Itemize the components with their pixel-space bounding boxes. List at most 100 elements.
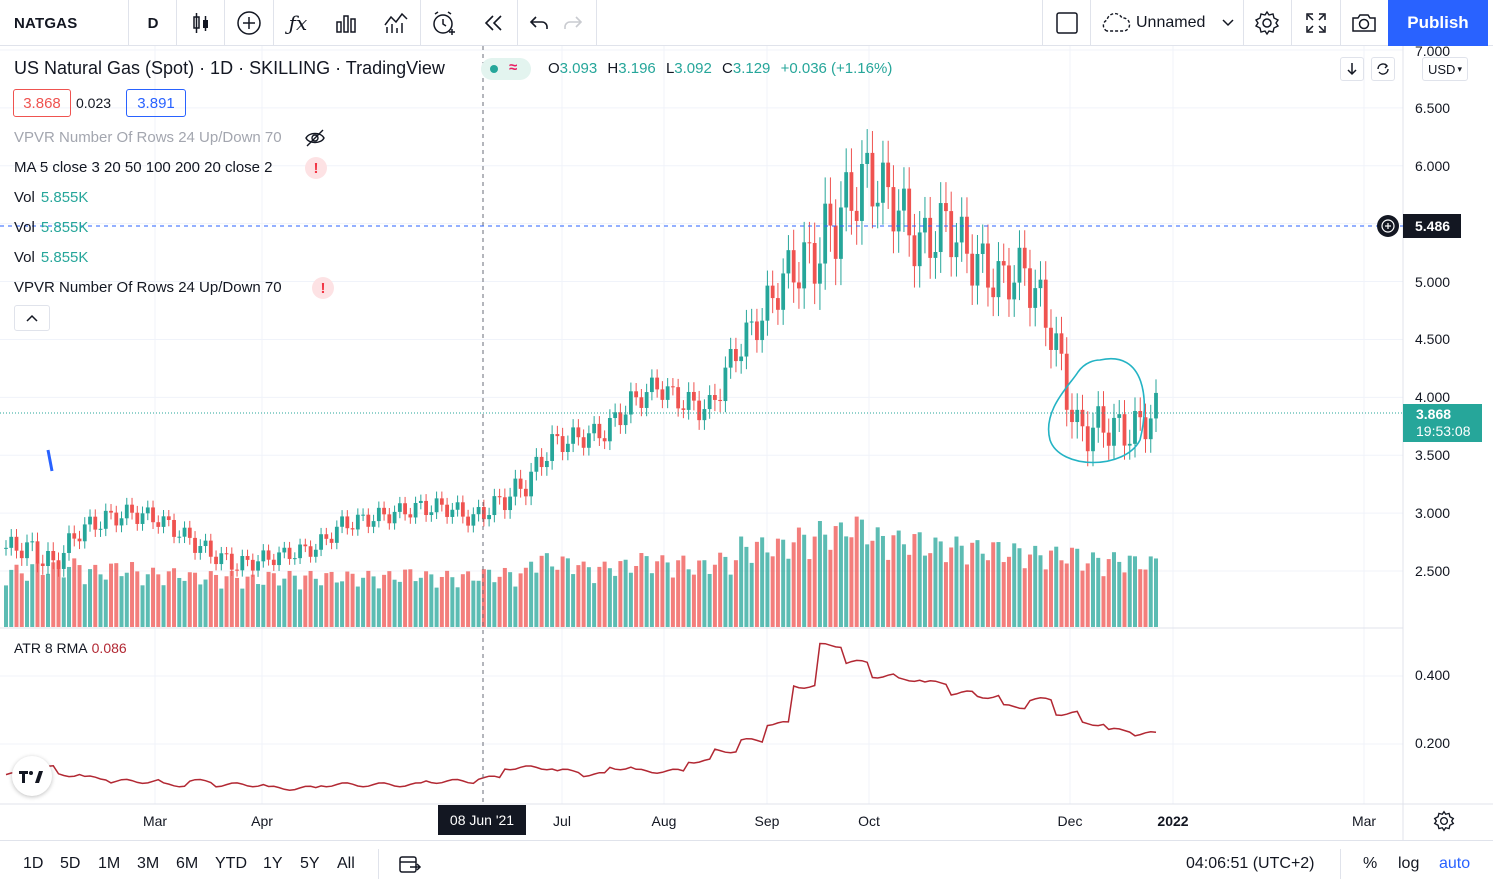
fullscreen-icon[interactable]	[1300, 0, 1332, 46]
range-5y[interactable]: 5Y	[300, 855, 320, 872]
candle-body	[602, 438, 607, 442]
volume-bar	[765, 552, 770, 627]
add-symbol-icon[interactable]	[233, 0, 265, 46]
indicator-vpvr-hidden[interactable]: VPVR Number Of Rows 24 Up/Down 70	[14, 129, 282, 146]
goto-date-icon[interactable]	[398, 853, 422, 880]
volume-bar	[649, 573, 654, 627]
snapshot-icon[interactable]	[1348, 0, 1380, 46]
circle-annotation[interactable]	[1047, 357, 1146, 464]
candle-body	[161, 516, 166, 527]
warning-icon[interactable]: !	[312, 277, 334, 299]
redo-icon[interactable]	[558, 0, 588, 46]
percent-scale-toggle[interactable]: %	[1363, 855, 1378, 872]
candle-body	[513, 478, 518, 497]
templates-icon[interactable]	[330, 0, 362, 46]
candle-body	[98, 528, 103, 530]
candle-body	[492, 496, 497, 516]
volume-bar	[817, 521, 822, 627]
timezone-clock[interactable]: 04:06:51 (UTC+2)	[1186, 855, 1315, 872]
volume-bar	[161, 585, 166, 627]
candle-body	[40, 563, 45, 566]
range-1y[interactable]: 1Y	[263, 855, 283, 872]
candle-body	[1148, 418, 1153, 440]
volume-bar	[445, 570, 450, 627]
volume-bar	[408, 569, 413, 627]
warning-icon[interactable]: !	[305, 157, 327, 179]
volume-bar	[361, 577, 366, 627]
candle-body	[208, 540, 213, 557]
collapse-legend-button[interactable]	[14, 305, 50, 331]
symbol-search-button[interactable]: NATGAS	[14, 14, 78, 32]
range-1d[interactable]: 1D	[23, 855, 44, 872]
layout-name[interactable]: Unnamed	[1136, 14, 1206, 31]
auto-scale-toggle[interactable]: auto	[1439, 855, 1471, 872]
alert-icon[interactable]	[428, 0, 460, 46]
volume-bar	[518, 573, 523, 627]
trend-line-drawing[interactable]	[46, 449, 54, 472]
settings-icon[interactable]	[1251, 0, 1283, 46]
volume-bar	[560, 556, 565, 627]
volume-bar	[4, 585, 8, 627]
range-3m[interactable]: 3M	[137, 855, 160, 872]
scroll-to-latest-icon[interactable]	[1340, 57, 1364, 81]
eye-hidden-icon[interactable]	[304, 128, 326, 153]
volume-bar	[413, 581, 418, 627]
volume-bar	[224, 576, 229, 627]
currency-select[interactable]: USD ▾	[1422, 57, 1468, 81]
volume-bar	[476, 580, 481, 627]
indicator-vol-1[interactable]: Vol 5.855K	[14, 189, 89, 206]
volume-bar	[1022, 568, 1027, 627]
buy-price-box[interactable]: 3.891	[126, 89, 186, 117]
volume-bar	[156, 574, 161, 627]
range-5d[interactable]: 5D	[60, 855, 81, 872]
candles-icon[interactable]	[186, 0, 216, 46]
undo-icon[interactable]	[524, 0, 554, 46]
indicator-vpvr[interactable]: VPVR Number Of Rows 24 Up/Down 70	[14, 279, 282, 296]
log-scale-toggle[interactable]: log	[1398, 855, 1420, 872]
volume-bar	[214, 574, 219, 627]
layout-icon[interactable]	[1052, 0, 1082, 46]
publish-button[interactable]: Publish	[1388, 0, 1488, 46]
range-6m[interactable]: 6M	[176, 855, 199, 872]
interval-button[interactable]: D	[147, 14, 159, 32]
indicators-icon[interactable]: ƒx	[288, 11, 308, 35]
candle-body	[1001, 261, 1006, 266]
candle-body	[833, 225, 838, 259]
volume-bar	[718, 552, 723, 627]
indicator-vol-3[interactable]: Vol 5.855K	[14, 249, 89, 266]
candle-body	[623, 414, 628, 426]
volume-bar	[1080, 570, 1085, 627]
candle-body	[392, 511, 397, 524]
candle-body	[865, 152, 870, 164]
volume-bar	[277, 585, 282, 627]
market-status-badge[interactable]: ≈	[481, 58, 531, 80]
candle-body	[849, 172, 854, 211]
add-alert-icon[interactable]	[1377, 215, 1399, 237]
volume-bar	[933, 537, 938, 627]
candle-body	[1028, 268, 1032, 308]
sell-price-box[interactable]: 3.868	[13, 89, 71, 117]
range-all[interactable]: All	[337, 855, 355, 872]
candle-body	[103, 510, 108, 529]
range-1m[interactable]: 1M	[98, 855, 121, 872]
indicator-vol-2[interactable]: Vol 5.855K	[14, 219, 89, 236]
indicator-ma[interactable]: MA 5 close 3 20 50 100 200 20 close 2	[14, 159, 273, 176]
volume-bar	[943, 562, 948, 627]
candle-body	[765, 285, 770, 321]
volume-bar	[865, 544, 870, 627]
cloud-icon[interactable]	[1098, 0, 1132, 46]
compare-icon[interactable]	[380, 0, 412, 46]
chart-settings-gear-icon[interactable]	[1433, 810, 1455, 837]
time-tick: Sep	[754, 813, 780, 829]
range-ytd[interactable]: YTD	[215, 855, 247, 872]
atr-legend[interactable]: ATR 8 RMA 0.086	[14, 640, 127, 656]
candle-body	[156, 522, 161, 527]
tradingview-logo[interactable]	[12, 756, 52, 796]
volume-bar	[891, 535, 896, 627]
chart-title[interactable]: US Natural Gas (Spot) · 1D · SKILLING · …	[14, 58, 445, 78]
replay-icon[interactable]	[478, 0, 510, 46]
chevron-down-icon[interactable]	[1218, 0, 1238, 46]
volume-bar	[602, 561, 607, 627]
reset-chart-icon[interactable]	[1371, 57, 1395, 81]
